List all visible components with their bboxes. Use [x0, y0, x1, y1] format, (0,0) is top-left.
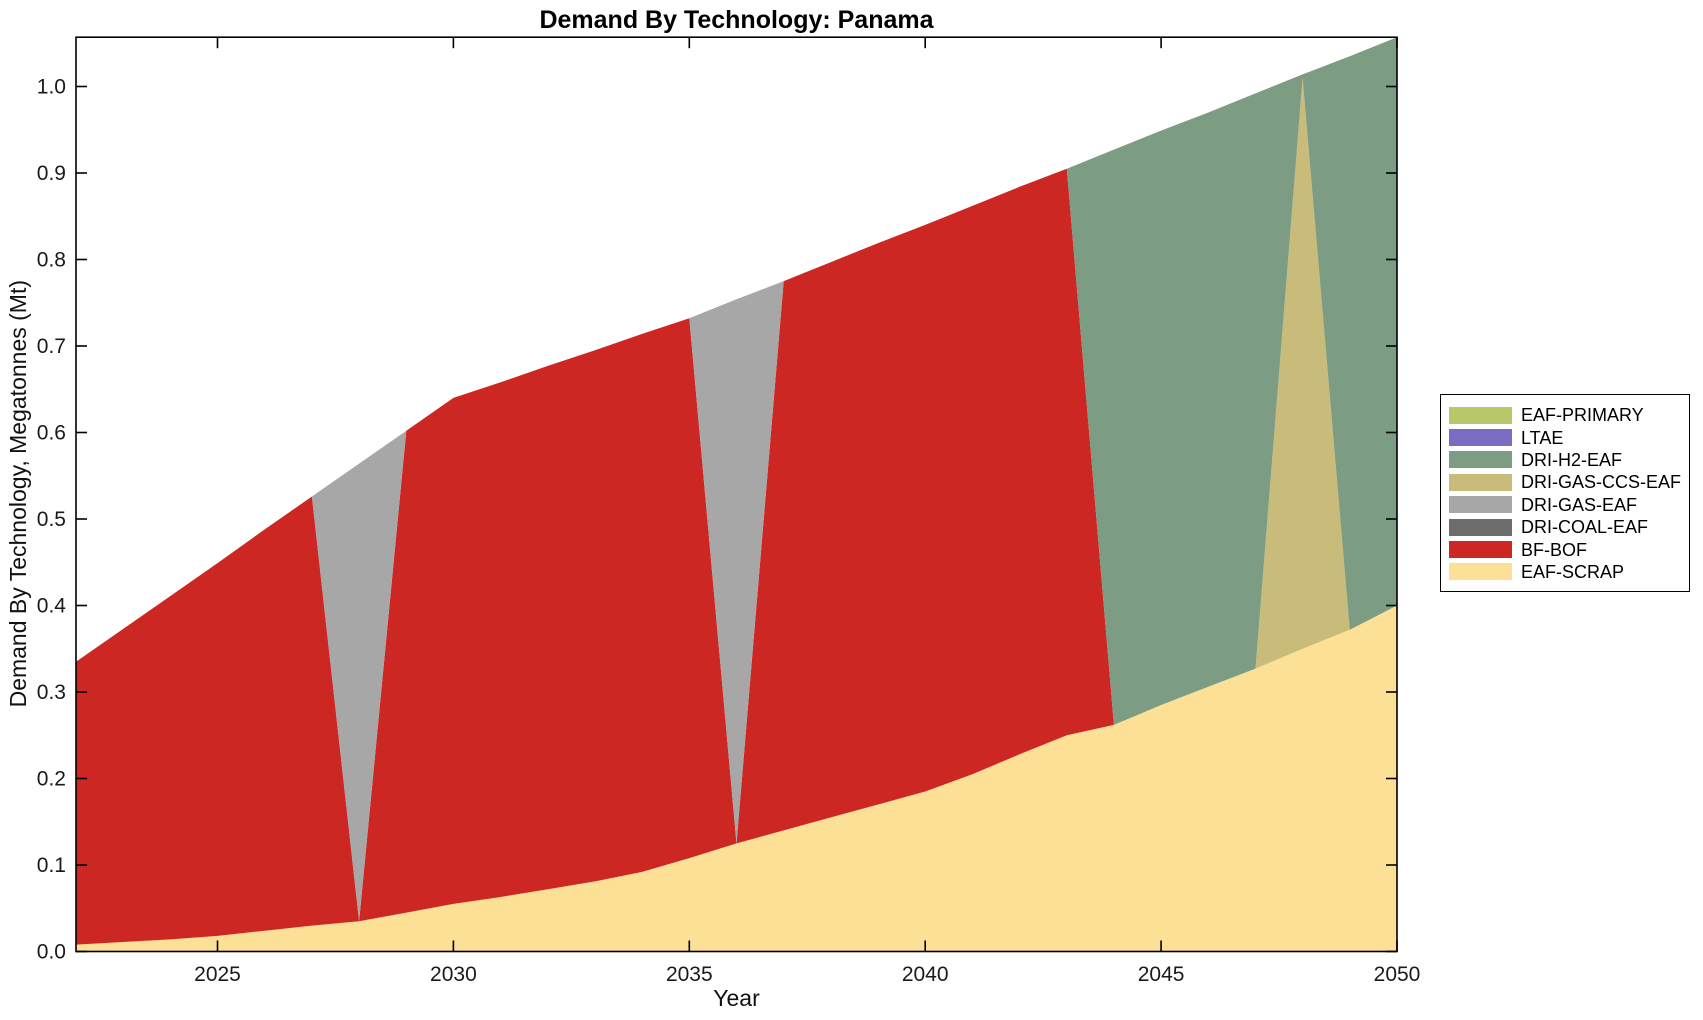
y-tick-label: 0.3 [37, 681, 66, 704]
legend-item-eaf-primary: EAF-PRIMARY [1449, 404, 1689, 426]
y-tick-label: 0.1 [37, 854, 66, 877]
x-tick-label: 2045 [1138, 963, 1185, 986]
legend-swatch-dri-h2-eaf [1449, 451, 1512, 469]
legend-item-bf-bof: BF-BOF [1449, 538, 1689, 560]
x-tick-label: 2030 [430, 963, 477, 986]
legend-label: BF-BOF [1521, 539, 1587, 560]
x-tick-label: 2040 [902, 963, 949, 986]
area-eaf-scrap [76, 605, 1397, 952]
legend-label: LTAE [1521, 427, 1564, 448]
y-tick-label: 1.0 [37, 76, 66, 99]
legend-item-ltae: LTAE [1449, 426, 1689, 448]
legend-swatch-eaf-primary [1449, 406, 1512, 424]
legend-label: DRI-COAL-EAF [1521, 517, 1649, 538]
area-bf-bof [76, 168, 1397, 945]
x-tick-label: 2025 [194, 963, 241, 986]
y-tick-label: 0.2 [37, 768, 66, 791]
y-tick-label: 0.5 [37, 508, 66, 531]
y-tick-label: 0.0 [37, 941, 66, 964]
area-dri-gas-eaf [76, 168, 1397, 922]
legend-item-eaf-scrap: EAF-SCRAP [1449, 561, 1689, 583]
axes-frame [75, 36, 1398, 953]
y-axis-label: Demand By Technology, Megatonnes (Mt) [4, 280, 31, 708]
legend-swatch-bf-bof [1449, 541, 1512, 559]
legend-swatch-eaf-scrap [1449, 563, 1512, 581]
legend-swatch-dri-gas-eaf [1449, 496, 1512, 514]
legend-item-dri-h2-eaf: DRI-H2-EAF [1449, 449, 1689, 471]
legend-label: EAF-SCRAP [1521, 561, 1625, 582]
x-tick-label: 2050 [1374, 963, 1421, 986]
legend-swatch-dri-coal-eaf [1449, 518, 1512, 536]
legend-item-dri-gas-eaf: DRI-GAS-EAF [1449, 494, 1689, 516]
y-tick-label: 0.6 [37, 422, 66, 445]
legend-label: DRI-GAS-CCS-EAF [1521, 472, 1682, 493]
legend-swatch-dri-gas-ccs-eaf [1449, 473, 1512, 491]
legend-item-dri-gas-ccs-eaf: DRI-GAS-CCS-EAF [1449, 471, 1689, 493]
legend: EAF-PRIMARY LTAE DRI-H2-EAF DRI-GAS-CCS-EAF… [1440, 394, 1690, 592]
area-dri-h2-eaf [76, 37, 1397, 725]
legend-label: DRI-GAS-EAF [1521, 494, 1638, 515]
y-axis-label-wrap: Demand By Technology, Megatonnes (Mt) [2, 0, 34, 988]
chart-title: Demand By Technology: Panama [539, 6, 934, 34]
y-tick-label: 0.7 [37, 335, 66, 358]
y-tick-label: 0.9 [37, 162, 66, 185]
y-tick-label: 0.4 [37, 595, 67, 618]
area-dri-gas-ccs-eaf [76, 77, 1397, 725]
legend-label: EAF-PRIMARY [1521, 405, 1644, 426]
x-axis-label: Year [713, 985, 760, 1011]
legend-swatch-ltae [1449, 429, 1512, 447]
y-tick-label: 0.8 [37, 249, 66, 272]
legend-label: DRI-H2-EAF [1521, 449, 1623, 470]
x-tick-label: 2035 [666, 963, 713, 986]
legend-item-dri-coal-eaf: DRI-COAL-EAF [1449, 516, 1689, 538]
